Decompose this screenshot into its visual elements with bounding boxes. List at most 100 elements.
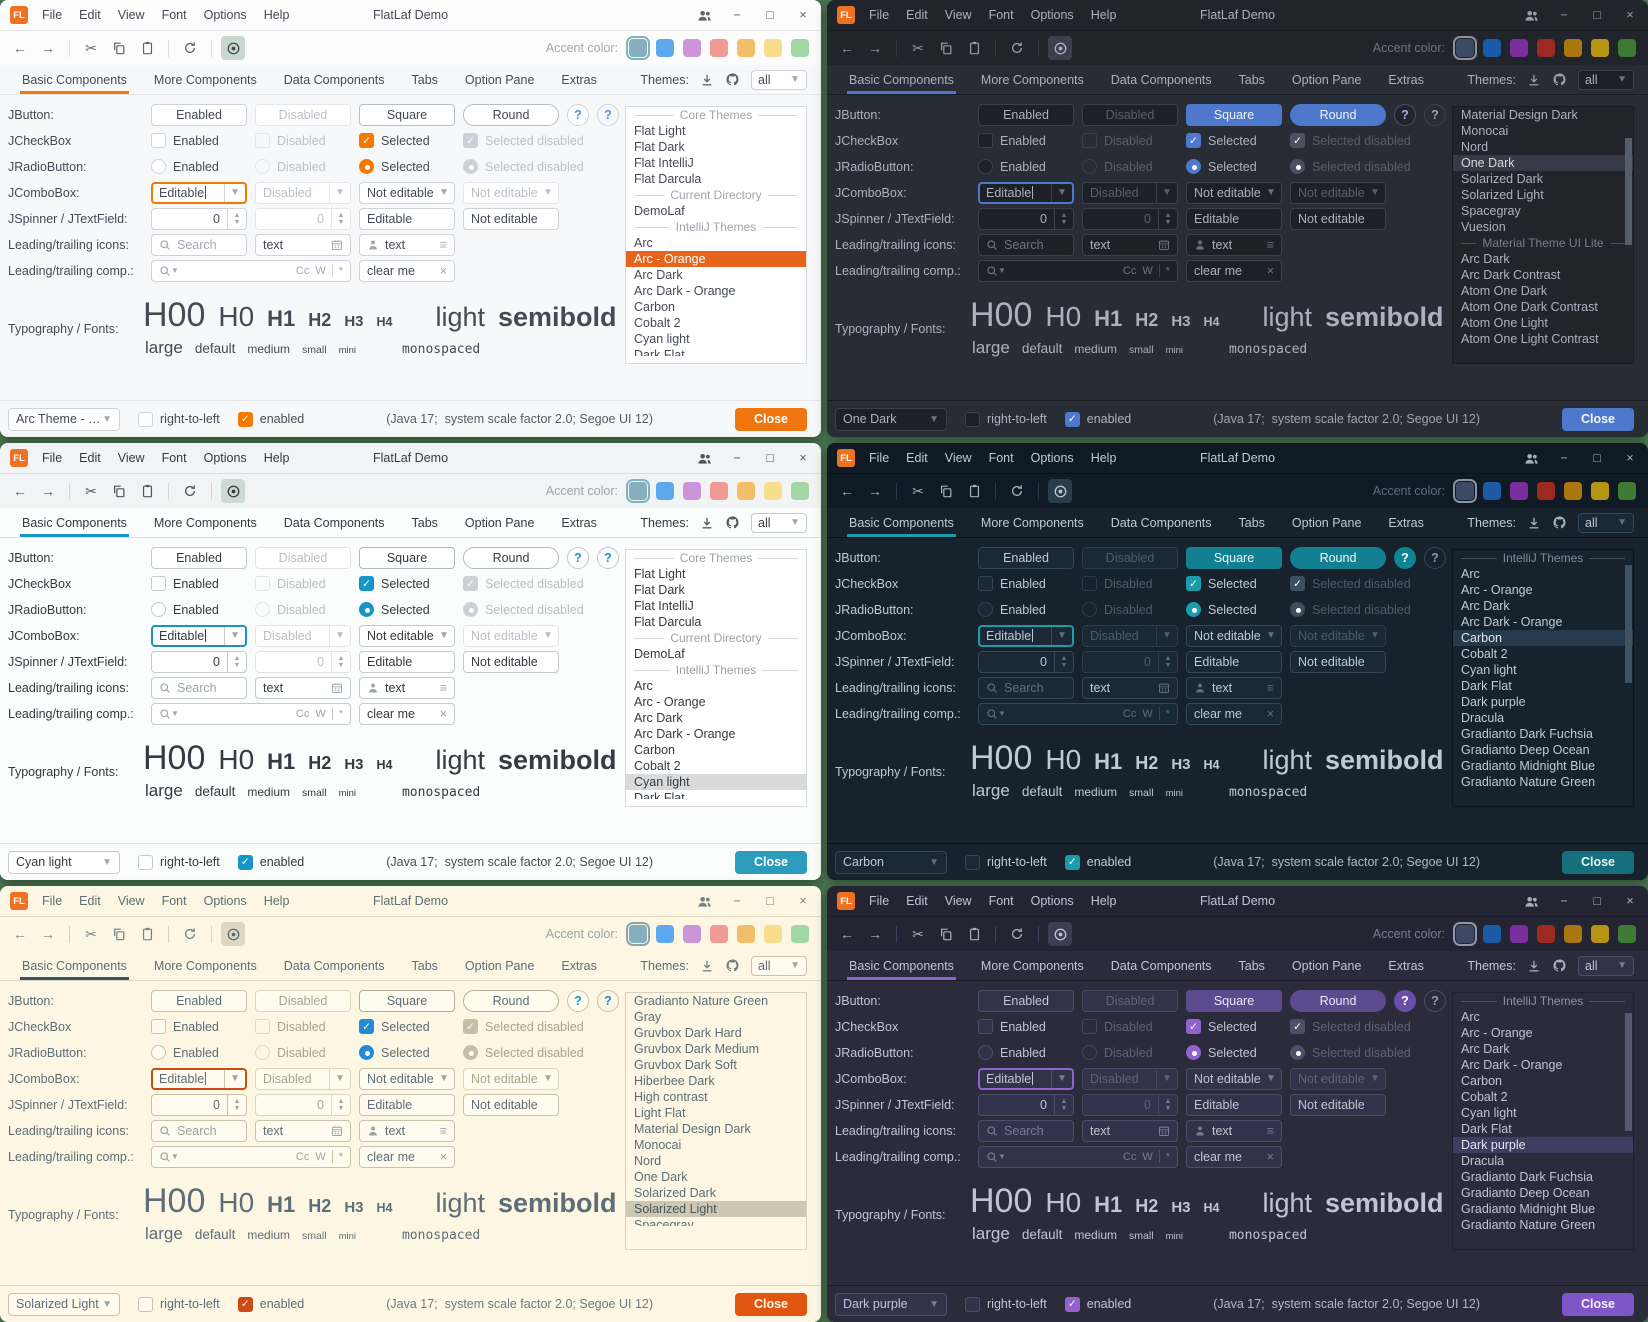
close-button[interactable]: Close: [734, 407, 807, 431]
search-input[interactable]: Search: [978, 676, 1074, 699]
github-icon[interactable]: [1552, 72, 1567, 87]
scrollbar-thumb[interactable]: [1625, 565, 1632, 684]
chevron-down-icon[interactable]: ▼: [1266, 630, 1276, 641]
combobox-editable[interactable]: Editable ▼: [978, 181, 1074, 204]
spinner[interactable]: 0 ▲ ▼: [151, 1093, 247, 1116]
theme-list-item[interactable]: Atom One Dark Contrast: [1461, 300, 1598, 314]
accent-color-swatch[interactable]: [791, 482, 809, 500]
tab[interactable]: Tabs: [1238, 72, 1265, 87]
chevron-down-icon[interactable]: ▼: [1051, 626, 1072, 645]
menu-item[interactable]: Edit: [79, 894, 101, 908]
textfield-not-editable[interactable]: Not editable: [1290, 207, 1386, 230]
menu-item[interactable]: File: [869, 8, 890, 22]
theme-list-item[interactable]: Gray: [634, 1010, 662, 1024]
inspect-toggle-eye-icon[interactable]: [1048, 922, 1072, 946]
rtl-checkbox-group[interactable]: right-to-left: [965, 1296, 1047, 1312]
textfield-editable[interactable]: Editable: [359, 1093, 455, 1116]
refresh-icon[interactable]: [178, 922, 202, 946]
search-icon[interactable]: ▼: [159, 1151, 179, 1163]
theme-list-item[interactable]: Arc: [1461, 1010, 1480, 1024]
spinner[interactable]: 0 ▲ ▼: [978, 1093, 1074, 1116]
download-theme-icon[interactable]: [1527, 959, 1541, 973]
tab[interactable]: More Components: [980, 958, 1084, 973]
accent-color-swatch[interactable]: [1591, 39, 1609, 57]
textfield-editable[interactable]: Editable: [1186, 650, 1282, 673]
cut-icon[interactable]: ✂: [85, 925, 97, 942]
accent-color-swatch[interactable]: [1483, 39, 1501, 57]
chevron-down-icon[interactable]: ▼: [224, 183, 245, 202]
theme-list-item[interactable]: DemoLaf: [634, 647, 685, 661]
close-button[interactable]: Close: [734, 1292, 807, 1316]
cut-icon[interactable]: ✂: [85, 39, 97, 56]
theme-list-item[interactable]: Material Design Dark: [1461, 108, 1578, 122]
users-icon[interactable]: [696, 452, 712, 465]
theme-list-item[interactable]: Arc Dark - Orange: [634, 284, 736, 298]
theme-list-item[interactable]: Atom One Light: [1461, 316, 1548, 330]
list-icon[interactable]: ≡: [1266, 680, 1274, 695]
forward-button[interactable]: →: [868, 40, 882, 56]
theme-list-item[interactable]: Carbon: [1461, 1074, 1502, 1088]
search-with-options-input[interactable]: ▼ Cc W *: [978, 702, 1178, 725]
help-button[interactable]: ?: [567, 546, 589, 569]
tab[interactable]: Extras: [561, 72, 597, 87]
users-icon[interactable]: [1523, 452, 1539, 465]
whole-word-icon[interactable]: W: [1142, 1150, 1153, 1163]
list-icon[interactable]: ≡: [439, 1123, 447, 1138]
tab[interactable]: Tabs: [1238, 958, 1265, 973]
checkbox-selected[interactable]: ✓: [1186, 1019, 1201, 1034]
rtl-checkbox-group[interactable]: right-to-left: [138, 1296, 220, 1312]
theme-list-item[interactable]: Carbon: [634, 743, 675, 757]
help-button[interactable]: ?: [1424, 989, 1446, 1012]
theme-list-item[interactable]: Dark Flat: [634, 791, 685, 799]
clear-me-input[interactable]: clear me ×: [1186, 1145, 1282, 1168]
search-icon[interactable]: ▼: [986, 265, 1006, 277]
calendar-icon[interactable]: [331, 682, 343, 694]
match-case-icon[interactable]: Cc: [295, 1150, 310, 1163]
maximize-button[interactable]: □: [1593, 894, 1601, 908]
clear-me-input[interactable]: clear me ×: [359, 702, 455, 725]
accent-color-swatch[interactable]: [1564, 39, 1582, 57]
search-icon[interactable]: ▼: [159, 708, 179, 720]
theme-list-item[interactable]: Dark purple: [1453, 1137, 1633, 1153]
accent-color-swatch[interactable]: [656, 39, 674, 57]
theme-list-item[interactable]: Arc: [634, 679, 653, 693]
accent-color-swatch[interactable]: [710, 482, 728, 500]
textfield-editable[interactable]: Editable: [1186, 207, 1282, 230]
tab[interactable]: Tabs: [411, 515, 438, 530]
accent-color-swatch[interactable]: [1537, 39, 1555, 57]
combobox-editable[interactable]: Editable ▼: [978, 624, 1074, 647]
maximize-button[interactable]: □: [766, 451, 774, 465]
theme-list-item[interactable]: Arc Dark Contrast: [1461, 268, 1561, 282]
radio-button-selected[interactable]: [359, 602, 374, 617]
theme-list-item[interactable]: Dark Flat: [1461, 1122, 1512, 1136]
theme-list-item[interactable]: Flat Darcula: [634, 615, 702, 629]
rtl-checkbox-group[interactable]: right-to-left: [138, 854, 220, 870]
tab[interactable]: Basic Components: [20, 65, 129, 94]
download-theme-icon[interactable]: [1527, 73, 1541, 87]
jbutton-round[interactable]: Round: [1290, 103, 1386, 126]
enabled-checkbox-group[interactable]: ✓ enabled: [1064, 1296, 1131, 1312]
menu-item[interactable]: Options: [1030, 894, 1074, 908]
close-button[interactable]: Close: [734, 850, 807, 874]
accent-color-swatch[interactable]: [1483, 482, 1501, 500]
match-case-icon[interactable]: Cc: [295, 264, 310, 277]
theme-list-item[interactable]: Monocai: [1461, 124, 1509, 138]
clear-icon[interactable]: ×: [439, 706, 447, 721]
close-window-button[interactable]: ×: [1626, 8, 1634, 22]
enabled-checkbox-group[interactable]: ✓ enabled: [237, 854, 304, 870]
rtl-checkbox-group[interactable]: right-to-left: [965, 411, 1047, 427]
theme-list-item[interactable]: Flat IntelliJ: [634, 599, 694, 613]
jbutton-square[interactable]: Square: [359, 546, 455, 569]
theme-list-item[interactable]: Cyan light: [1461, 1106, 1517, 1120]
jbutton-enabled[interactable]: Enabled: [978, 103, 1074, 126]
jbutton-round[interactable]: Round: [463, 103, 559, 126]
theme-list-item[interactable]: Arc Dark: [1461, 599, 1510, 613]
accent-color-swatch[interactable]: [683, 482, 701, 500]
theme-list-item[interactable]: Arc - Orange: [634, 695, 706, 709]
close-window-button[interactable]: ×: [1626, 894, 1634, 908]
theme-list-item[interactable]: DemoLaf: [634, 204, 685, 218]
tab[interactable]: Extras: [1388, 72, 1424, 87]
whole-word-icon[interactable]: W: [1142, 264, 1153, 277]
theme-list-item[interactable]: Cyan light: [626, 774, 806, 790]
checkbox[interactable]: [978, 576, 993, 591]
